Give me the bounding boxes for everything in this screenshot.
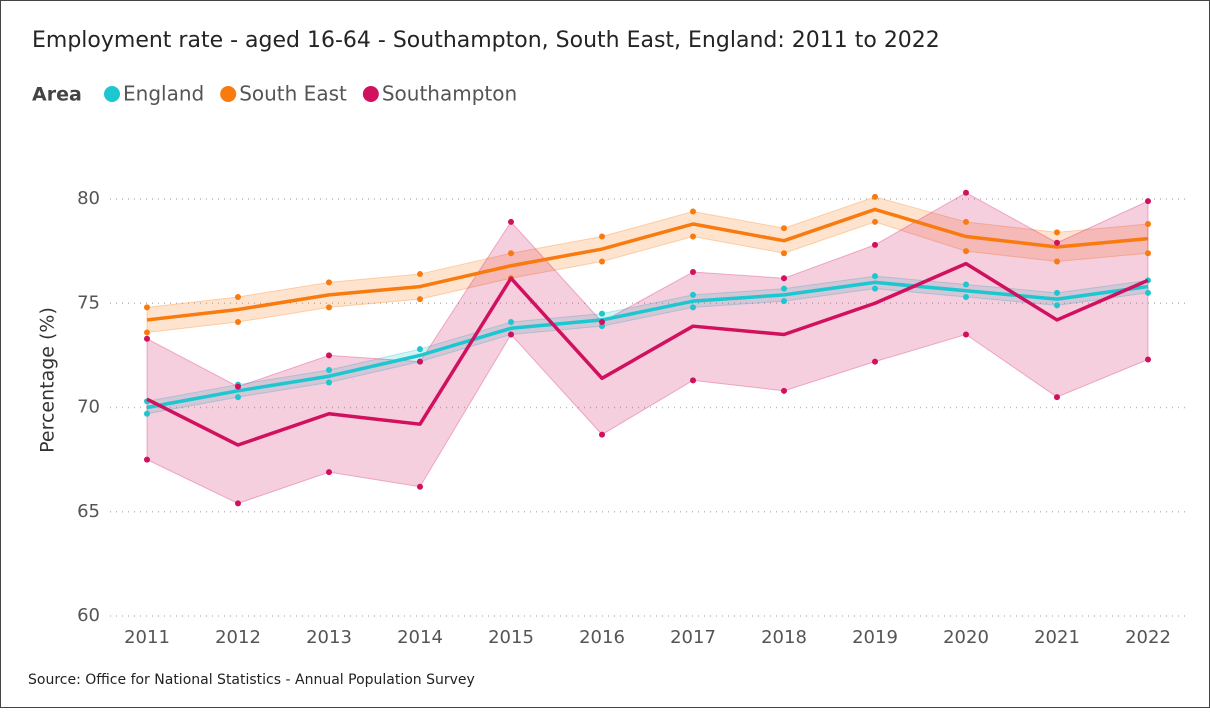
bound-dot [417, 358, 423, 365]
bound-dot [690, 304, 696, 311]
x-tick-label: 2017 [670, 627, 716, 648]
bound-dot [690, 233, 696, 240]
bound-dot [963, 281, 969, 288]
x-tick-label: 2014 [397, 627, 443, 648]
legend-label: Southampton [382, 82, 517, 106]
series-line [146, 261, 1149, 447]
bound-dot [963, 331, 969, 338]
bound-dot [872, 273, 878, 280]
bound-dot [326, 279, 332, 286]
bound-dot [326, 469, 332, 476]
bound-dot [963, 189, 969, 196]
bound-dot [1054, 394, 1060, 401]
y-tick-label: 80 [77, 188, 100, 209]
legend-swatch [220, 86, 237, 102]
bound-dot [417, 483, 423, 490]
legend-label: South East [239, 82, 347, 106]
bound-dot [417, 346, 423, 353]
bound-dot [599, 431, 605, 438]
x-tick-label: 2015 [488, 627, 534, 648]
y-tick-label: 60 [77, 605, 100, 626]
bound-dot [963, 248, 969, 255]
bound-dot [690, 208, 696, 215]
bound-dot [599, 233, 605, 240]
bound-dot [963, 293, 969, 300]
x-tick-label: 2020 [943, 627, 989, 648]
y-tick-label: 65 [77, 501, 100, 522]
bound-dot [599, 258, 605, 265]
bound-dot [690, 377, 696, 384]
legend-title: Area [32, 84, 82, 106]
bound-dot [1054, 239, 1060, 246]
x-tick-label: 2013 [306, 627, 352, 648]
bound-dot [963, 218, 969, 225]
bound-dot [872, 218, 878, 225]
bound-dot [781, 250, 787, 257]
bound-dot [417, 296, 423, 303]
bound-dot [235, 500, 241, 507]
bound-dot [144, 335, 150, 342]
x-tick-label: 2021 [1034, 627, 1080, 648]
bound-dot [326, 352, 332, 359]
bound-dot [1054, 289, 1060, 296]
bound-dot [872, 285, 878, 292]
bound-dot [781, 225, 787, 232]
bound-dot [1145, 250, 1151, 257]
bound-dot [599, 319, 605, 326]
bound-dot [508, 218, 514, 225]
bound-dot [781, 285, 787, 292]
x-tick-label: 2018 [761, 627, 807, 648]
bound-dot [235, 319, 241, 326]
bound-dot [1145, 356, 1151, 363]
legend-swatch [104, 86, 120, 102]
y-tick-label: 70 [77, 397, 100, 418]
bound-dot [144, 456, 150, 463]
bound-dot [508, 331, 514, 338]
source-note: Source: Office for National Statistics -… [28, 672, 475, 688]
x-tick-label: 2011 [124, 627, 170, 648]
bound-dot [417, 271, 423, 278]
x-tick-label: 2012 [215, 627, 261, 648]
y-axis-label: Percentage (%) [37, 307, 59, 453]
bound-dot [235, 383, 241, 390]
bound-dot [326, 304, 332, 311]
series-line [146, 207, 1149, 322]
legend-swatch [362, 86, 379, 102]
bound-dot [235, 394, 241, 401]
bound-dot [1054, 258, 1060, 265]
bound-dot [781, 275, 787, 282]
bound-dot [1145, 221, 1151, 228]
legend-label: England [123, 82, 204, 106]
bound-dot [144, 329, 150, 336]
bound-dot [508, 319, 514, 326]
bound-dot [144, 304, 150, 311]
bound-dot [599, 310, 605, 317]
bound-dot [690, 291, 696, 298]
series-line [146, 280, 1149, 410]
bound-dot [1054, 229, 1060, 236]
bound-dot [599, 323, 605, 330]
bound-dot [235, 293, 241, 300]
bound-dot [1145, 289, 1151, 296]
x-tick-label: 2022 [1125, 627, 1171, 648]
bound-dot [690, 268, 696, 275]
bound-dot [872, 241, 878, 248]
x-tick-label: 2019 [852, 627, 898, 648]
bound-dot [781, 298, 787, 305]
bound-dot [872, 193, 878, 200]
chart-title: Employment rate - aged 16-64 - Southampt… [32, 28, 940, 53]
bound-dot [144, 410, 150, 417]
bound-dot [872, 358, 878, 365]
bound-dot [326, 379, 332, 386]
bound-dot [781, 387, 787, 394]
bound-dot [1145, 198, 1151, 205]
bound-dot [1054, 302, 1060, 309]
bound-dot [508, 250, 514, 257]
bound-dot [326, 366, 332, 373]
y-tick-label: 75 [77, 292, 100, 313]
x-tick-label: 2016 [579, 627, 625, 648]
